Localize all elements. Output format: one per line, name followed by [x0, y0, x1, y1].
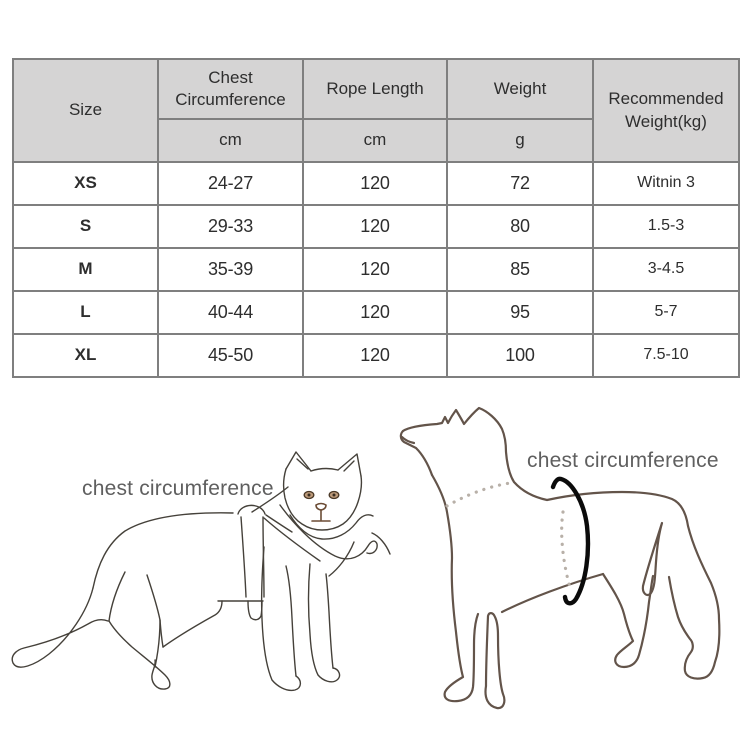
table-row: M 35-39 120 85 3-4.5: [12, 247, 740, 292]
table-row: XL 45-50 120 100 7.5-10: [12, 333, 740, 378]
dog-chest-circumference-label: chest circumference: [527, 449, 719, 472]
unit-rope: cm: [302, 118, 448, 163]
table-row: L 40-44 120 95 5-7: [12, 290, 740, 335]
cell-chest: 40-44: [157, 290, 304, 335]
cell-recommended: 5-7: [592, 290, 740, 335]
cell-rope: 120: [302, 204, 448, 249]
chest-circumference-ellipse: [550, 476, 591, 606]
cell-weight: 72: [446, 161, 594, 206]
cell-size: L: [12, 290, 159, 335]
table-header-row: Size Chest Circumference Rope Length Wei…: [12, 58, 740, 163]
cell-size: S: [12, 204, 159, 249]
dog-outline: [399, 406, 721, 710]
cat-illustration: [11, 451, 391, 692]
cell-chest: 45-50: [157, 333, 304, 378]
cell-weight: 85: [446, 247, 594, 292]
cell-size: XS: [12, 161, 159, 206]
unit-chest: cm: [157, 118, 304, 163]
cell-weight: 95: [446, 290, 594, 335]
neck-dotted-line: [445, 481, 512, 508]
cell-size: M: [12, 247, 159, 292]
cell-chest: 29-33: [157, 204, 304, 249]
cat-harness-lines: [217, 516, 265, 621]
cell-recommended: Witnin 3: [592, 161, 740, 206]
cell-recommended: 1.5-3: [592, 204, 740, 249]
cat-eyes: [303, 490, 340, 500]
column-header-recommended: Recommended Weight(kg): [592, 58, 740, 163]
cell-rope: 120: [302, 247, 448, 292]
cell-weight: 80: [446, 204, 594, 249]
column-header-rope: Rope Length: [302, 58, 448, 120]
column-header-chest: Chest Circumference: [157, 58, 304, 120]
cell-recommended: 7.5-10: [592, 333, 740, 378]
cell-rope: 120: [302, 333, 448, 378]
cell-chest: 35-39: [157, 247, 304, 292]
cell-weight: 100: [446, 333, 594, 378]
cat-chest-circumference-label: chest circumference: [82, 477, 274, 500]
cell-recommended: 3-4.5: [592, 247, 740, 292]
cell-rope: 120: [302, 290, 448, 335]
table-row: XS 24-27 120 72 Witnin 3: [12, 161, 740, 206]
column-header-size: Size: [12, 58, 159, 163]
cell-size: XL: [12, 333, 159, 378]
size-chart-table: Size Chest Circumference Rope Length Wei…: [12, 58, 740, 378]
unit-weight: g: [446, 118, 594, 163]
cell-chest: 24-27: [157, 161, 304, 206]
column-header-weight: Weight: [446, 58, 594, 120]
table-unit-row: cm cm g: [13, 118, 739, 163]
chest-dotted-line: [560, 510, 572, 590]
cat-nose-mouth: [311, 502, 331, 522]
cell-rope: 120: [302, 161, 448, 206]
cat-body-lines: [11, 451, 391, 692]
dog-illustration: [399, 406, 721, 710]
table-row: S 29-33 120 80 1.5-3: [12, 204, 740, 249]
